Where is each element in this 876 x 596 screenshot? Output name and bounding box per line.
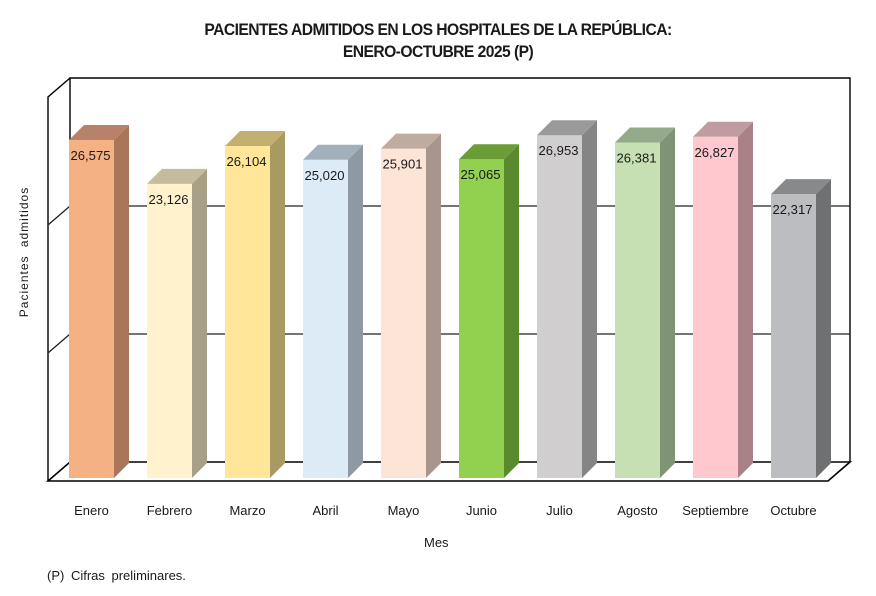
bars: 26,575 23,126 26,104 25,020 25,901 25,065 26,9… <box>69 120 831 479</box>
bar-side <box>660 127 675 478</box>
data-label: 25,020 <box>305 168 345 183</box>
y-axis-label: Pacientes admitidos <box>17 186 31 318</box>
x-axis-label: Mes <box>424 535 449 550</box>
bar-front <box>615 142 660 478</box>
footnote: (P) Cifras preliminares. <box>47 568 186 583</box>
bar: 25,020 <box>303 144 363 479</box>
data-label: 26,953 <box>539 143 579 158</box>
bar-front <box>69 140 114 478</box>
x-tick-label: Septiembre <box>682 503 748 518</box>
bar-top <box>693 121 753 137</box>
data-label: 26,575 <box>71 148 111 163</box>
bar-side <box>114 125 129 478</box>
x-tick-label: Marzo <box>229 503 265 518</box>
bar-side <box>504 144 519 478</box>
data-label: 26,827 <box>695 145 735 160</box>
bar: 26,953 <box>537 120 597 478</box>
x-tick-label: Mayo <box>388 503 420 518</box>
bar-top <box>69 125 129 140</box>
gridline-side <box>47 333 71 354</box>
bar: 22,317 <box>771 179 831 478</box>
bar-side <box>348 144 363 479</box>
bar-top <box>615 127 675 143</box>
bar: 26,104 <box>225 130 285 478</box>
x-tick-label: Agosto <box>617 503 657 518</box>
data-label: 22,317 <box>773 202 813 217</box>
bar-side <box>426 133 441 478</box>
bar-front <box>225 145 270 478</box>
bar-side <box>738 121 753 478</box>
bar-side <box>270 130 285 478</box>
bar-top <box>225 130 285 146</box>
bar-front <box>537 135 582 478</box>
x-tick-label: Febrero <box>147 503 193 518</box>
x-tick-label: Enero <box>74 503 109 518</box>
bar-side <box>192 168 207 478</box>
gridline-side <box>47 205 71 226</box>
data-label: 25,065 <box>461 167 501 182</box>
bar: 23,126 <box>147 168 207 478</box>
x-tick-labels: Enero Febrero Marzo Abril Mayo Junio Julio Agos… <box>74 503 816 518</box>
bar: 26,827 <box>693 121 753 479</box>
x-tick-label: Octubre <box>770 503 816 518</box>
bar: 26,575 <box>69 125 129 478</box>
bar: 26,381 <box>615 127 675 478</box>
x-tick-label: Junio <box>466 503 497 518</box>
bar-front <box>693 136 738 479</box>
bar-top <box>381 133 441 149</box>
bar-front <box>771 194 816 478</box>
bar-front <box>381 148 426 478</box>
bar-front <box>147 183 192 478</box>
bar-top <box>147 168 207 184</box>
side-wall <box>47 77 71 481</box>
data-label: 25,901 <box>383 157 423 172</box>
data-label: 26,381 <box>617 150 657 165</box>
bar-top <box>537 120 597 136</box>
bar: 25,065 <box>459 144 519 478</box>
bar-front <box>459 159 504 478</box>
bar-top <box>303 144 363 160</box>
data-label: 26,104 <box>227 154 267 169</box>
x-tick-label: Abril <box>312 503 338 518</box>
chart-title: PACIENTES ADMITIDOS EN LOS HOSPITALES DE… <box>204 20 672 39</box>
chart-subtitle: ENERO-OCTUBRE 2025 (P) <box>342 42 534 61</box>
bar-side <box>582 120 597 478</box>
data-label: 23,126 <box>149 192 189 207</box>
bar-top <box>459 144 519 160</box>
x-tick-label: Julio <box>546 503 573 518</box>
bar-side <box>816 179 831 478</box>
bar-front <box>303 159 348 479</box>
bar-top <box>771 179 831 195</box>
bar: 25,901 <box>381 133 441 478</box>
